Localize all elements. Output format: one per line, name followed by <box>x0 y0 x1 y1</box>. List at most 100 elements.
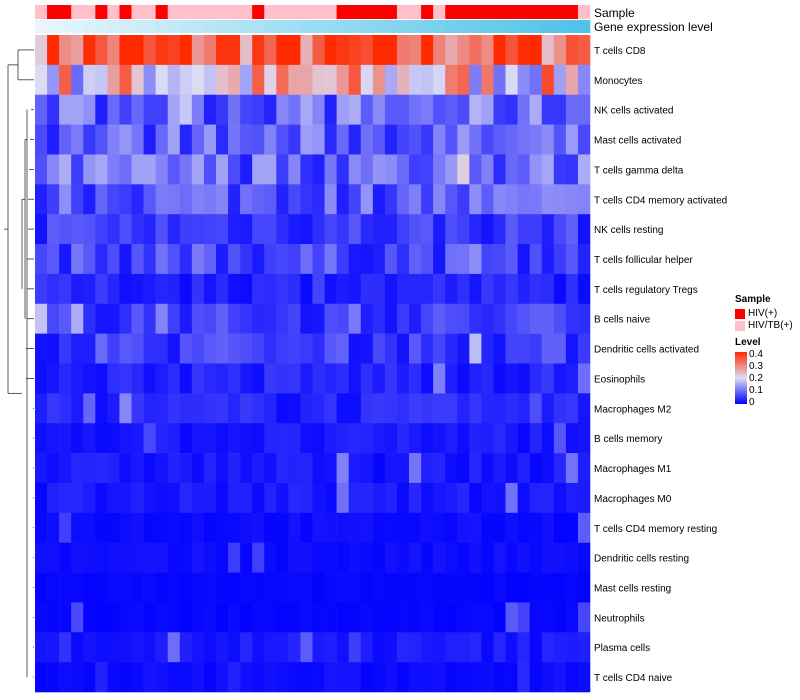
heatmap-cell <box>179 542 193 573</box>
heatmap-cell <box>215 632 229 663</box>
heatmap-cell <box>191 244 205 275</box>
heatmap-cell <box>83 303 96 334</box>
heatmap-cell <box>179 363 193 394</box>
heatmap-cell <box>167 632 181 663</box>
heatmap-cell <box>143 184 156 215</box>
heatmap-cell <box>119 572 132 603</box>
heatmap-cell <box>360 512 374 543</box>
heatmap-cell <box>119 662 132 693</box>
heatmap-cell <box>433 124 446 155</box>
heatmap-cell <box>553 632 567 663</box>
heatmap-cell <box>300 244 313 275</box>
heatmap-cell <box>155 632 169 663</box>
heatmap-cell <box>493 303 506 334</box>
heatmap-cell <box>505 602 518 633</box>
heatmap-cell <box>396 542 410 573</box>
heatmap-cell <box>553 303 567 334</box>
expression-cell <box>252 20 265 33</box>
heatmap-cell <box>131 542 144 573</box>
heatmap-cell <box>276 244 289 275</box>
expression-cell <box>529 20 543 33</box>
heatmap-cell <box>481 393 494 424</box>
heatmap-cell <box>505 303 518 334</box>
heatmap-cell <box>47 482 60 514</box>
heatmap-cell <box>215 333 229 364</box>
heatmap-cell <box>35 393 48 424</box>
heatmap-cell <box>47 423 60 454</box>
expression-cell <box>565 20 579 33</box>
heatmap-cell <box>529 423 543 454</box>
heatmap-cell <box>421 184 434 215</box>
heatmap-cell <box>517 602 530 633</box>
heatmap-cell <box>481 423 494 454</box>
heatmap-cell <box>252 273 265 305</box>
heatmap-cell <box>421 572 434 603</box>
heatmap-cell <box>215 64 229 96</box>
heatmap-cell <box>433 154 446 185</box>
heatmap-cell <box>107 333 120 364</box>
heatmap-cell <box>577 602 591 633</box>
heatmap-cell <box>493 124 506 155</box>
heatmap-cell <box>300 124 313 155</box>
heatmap-cell <box>71 35 84 66</box>
heatmap-cell <box>83 333 96 364</box>
heatmap-cell <box>203 124 217 155</box>
heatmap-cell <box>107 303 120 334</box>
heatmap-cell <box>300 393 313 424</box>
heatmap-cell <box>457 124 470 155</box>
heatmap-cell <box>348 363 362 394</box>
row-dendrogram <box>4 49 34 678</box>
heatmap-cell <box>348 214 362 245</box>
heatmap-cell <box>565 482 579 514</box>
sample-cell <box>83 5 96 19</box>
heatmap-cell <box>324 662 337 693</box>
heatmap-cell <box>179 35 193 66</box>
heatmap-cell <box>215 244 229 275</box>
heatmap-cell <box>71 273 84 305</box>
heatmap-cell <box>191 124 205 155</box>
heatmap-cell <box>360 273 374 305</box>
heatmap-cell <box>191 35 205 66</box>
heatmap-cell <box>95 303 108 334</box>
heatmap-cell <box>59 572 72 603</box>
heatmap-cell <box>35 214 48 245</box>
row-label: Mast cells resting <box>594 583 671 594</box>
heatmap-cell <box>179 423 193 454</box>
heatmap-cell <box>336 303 349 334</box>
heatmap-cell <box>276 393 289 424</box>
heatmap-cell <box>469 453 482 484</box>
heatmap-cell <box>252 154 265 185</box>
row-label: T cells CD4 memory activated <box>594 195 727 206</box>
heatmap-cell <box>179 333 193 364</box>
heatmap-cell <box>179 303 193 334</box>
heatmap-cell <box>95 572 108 603</box>
heatmap-cell <box>95 273 108 305</box>
heatmap-cell <box>433 423 446 454</box>
heatmap-cell <box>481 214 494 245</box>
heatmap-cell <box>421 124 434 155</box>
heatmap-cell <box>203 453 217 484</box>
heatmap-cell <box>336 363 349 394</box>
expression-cell <box>421 20 434 33</box>
legend-tick-0: 0 <box>749 397 755 408</box>
heatmap-cell <box>336 662 349 693</box>
heatmap-cell <box>445 363 458 394</box>
heatmap-cell <box>445 214 458 245</box>
heatmap-cell <box>155 363 169 394</box>
heatmap-cell <box>348 154 362 185</box>
heatmap-cell <box>155 542 169 573</box>
heatmap-cell <box>83 542 96 573</box>
heatmap-cell <box>240 602 253 633</box>
heatmap-cell <box>409 572 422 603</box>
legend-colorbar: 0.4 0.3 0.2 0.1 0 <box>735 350 793 408</box>
heatmap-cell <box>577 363 591 394</box>
heatmap-cell <box>360 572 374 603</box>
heatmap-cell <box>505 482 518 514</box>
heatmap-cell <box>35 632 48 663</box>
heatmap-cell <box>312 363 325 394</box>
heatmap-cell <box>469 662 482 693</box>
heatmap-cell <box>264 64 277 96</box>
heatmap-cell <box>505 363 518 394</box>
heatmap-cell <box>505 572 518 603</box>
heatmap-cell <box>83 64 96 96</box>
